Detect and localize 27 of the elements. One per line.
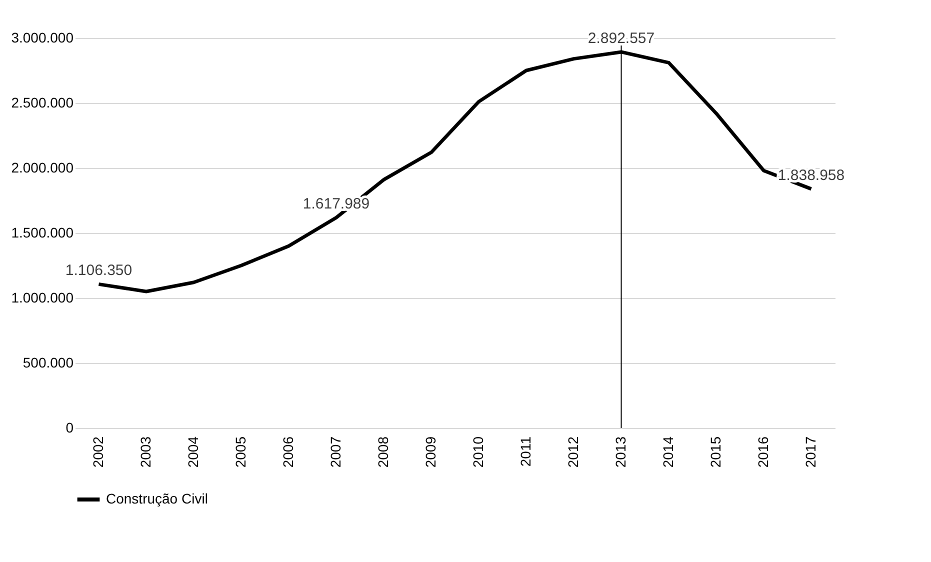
y-tick-label: 3.000.000: [11, 30, 74, 46]
x-tick-label: 2007: [327, 436, 344, 468]
x-tick-label: 2006: [280, 436, 296, 468]
y-tick-label: 500.000: [22, 354, 74, 370]
y-tick-label: 2.500.000: [11, 94, 74, 110]
y-tick-label: 0: [66, 420, 74, 436]
x-tick-label: 2004: [184, 436, 201, 468]
data-label: 1.838.958: [778, 166, 845, 184]
x-tick-label: 2016: [754, 436, 771, 468]
data-label: 1.106.350: [65, 262, 132, 280]
x-tick-label: 2012: [564, 436, 581, 468]
x-tick-label: 2015: [707, 436, 724, 468]
x-tick-label: 2009: [422, 436, 438, 468]
y-tick-label: 1.000.000: [11, 290, 74, 306]
x-tick-label: 2017: [802, 436, 818, 468]
x-tick-label: 2005: [232, 436, 248, 468]
legend-label: Construção Civil: [106, 490, 208, 506]
y-tick-label: 2.000.000: [11, 160, 74, 176]
x-tick-label: 2013: [612, 436, 628, 468]
x-tick-label: 2002: [90, 436, 106, 468]
x-tick-label: 2011: [517, 436, 534, 467]
data-label: 2.892.557: [588, 30, 655, 47]
x-tick-label: 2008: [374, 436, 391, 468]
x-tick-label: 2014: [660, 436, 676, 468]
y-tick-label: 1.500.000: [11, 224, 74, 240]
x-tick-label: 2010: [470, 436, 486, 468]
x-tick-label: 2003: [137, 436, 154, 468]
